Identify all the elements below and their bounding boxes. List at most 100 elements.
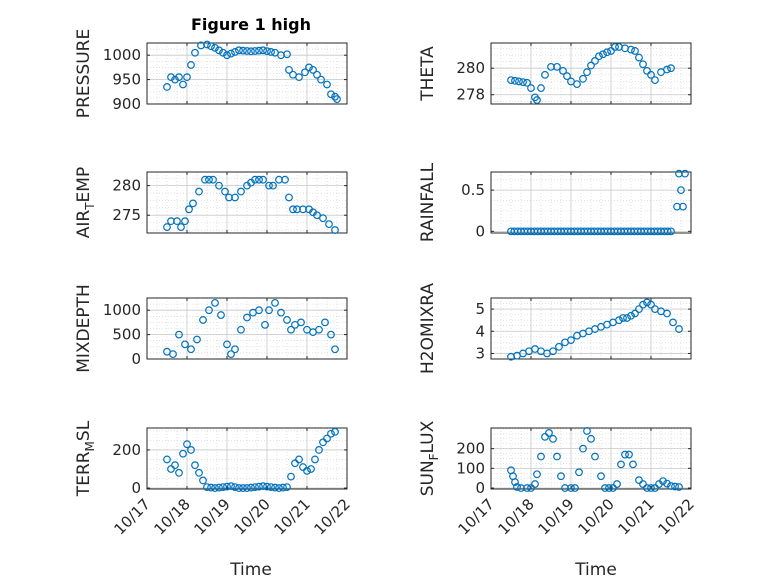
data-point bbox=[175, 468, 183, 477]
data-point bbox=[171, 461, 179, 470]
data-point bbox=[315, 446, 323, 454]
data-point bbox=[237, 325, 245, 334]
subplot-6: 3 4 5 H2OMIXRA bbox=[418, 283, 692, 374]
data-point bbox=[667, 482, 675, 490]
data-point bbox=[251, 483, 259, 491]
y-tick-label: 0 bbox=[131, 479, 141, 497]
data-point bbox=[211, 43, 219, 52]
data-point bbox=[203, 40, 211, 49]
data-point bbox=[179, 449, 187, 458]
data-point bbox=[513, 483, 521, 491]
data-point bbox=[193, 335, 201, 344]
data-point bbox=[663, 479, 671, 488]
data-point bbox=[571, 484, 579, 492]
y-tick-label: 0 bbox=[475, 479, 485, 497]
data-point bbox=[181, 340, 189, 349]
y-tick-label: 950 bbox=[112, 71, 141, 89]
data-point bbox=[659, 477, 667, 486]
data-point bbox=[235, 484, 243, 492]
axes-box bbox=[146, 427, 348, 490]
data-point bbox=[261, 320, 269, 329]
data-point bbox=[527, 84, 535, 92]
data-point bbox=[281, 175, 289, 184]
subplot-7: 0 200 TERRMSL 10/1710/1810/1910/2010/2110/2… bbox=[74, 420, 354, 538]
data-point bbox=[211, 298, 219, 307]
data-point bbox=[679, 202, 687, 211]
data-point bbox=[315, 325, 323, 334]
data-point bbox=[639, 300, 647, 309]
data-point bbox=[603, 48, 611, 57]
data-point bbox=[327, 429, 335, 438]
subplot-1: 900 950 1000 PRESSURE bbox=[74, 29, 348, 118]
data-point bbox=[183, 440, 191, 449]
data-point bbox=[227, 49, 235, 58]
data-point bbox=[173, 217, 181, 226]
data-point bbox=[681, 169, 689, 178]
data-point bbox=[285, 193, 293, 202]
data-point bbox=[587, 61, 595, 70]
data-point bbox=[163, 83, 171, 91]
data-point bbox=[203, 483, 211, 491]
data-point bbox=[255, 46, 263, 55]
data-point bbox=[677, 186, 685, 195]
data-point bbox=[295, 73, 303, 82]
data-point bbox=[319, 214, 327, 223]
axes-box bbox=[146, 171, 348, 234]
data-point bbox=[231, 483, 239, 491]
data-point bbox=[191, 461, 199, 470]
data-point bbox=[269, 181, 277, 190]
data-point bbox=[555, 342, 563, 351]
x-tick-label: 10/20 bbox=[575, 495, 618, 538]
data-point bbox=[541, 70, 549, 79]
data-point bbox=[195, 468, 203, 477]
data-point bbox=[533, 96, 541, 104]
x-tick-label: 10/17 bbox=[455, 495, 498, 538]
data-point bbox=[225, 193, 233, 202]
data-point bbox=[667, 64, 675, 73]
data-point bbox=[275, 484, 283, 492]
y-axis-label-main: AIR bbox=[74, 210, 94, 239]
y-tick-label: 200 bbox=[456, 440, 485, 458]
data-point bbox=[215, 181, 223, 190]
y-tick-label: 1000 bbox=[103, 301, 141, 319]
figure-title: Figure 1 high bbox=[191, 15, 311, 34]
data-point bbox=[219, 48, 227, 57]
data-point bbox=[289, 205, 297, 214]
data-point bbox=[205, 306, 213, 315]
data-point bbox=[625, 450, 633, 459]
y-tick-label: 0 bbox=[131, 350, 141, 368]
data-point bbox=[277, 308, 285, 317]
data-point bbox=[215, 483, 223, 492]
data-point bbox=[263, 47, 271, 56]
data-point bbox=[185, 205, 193, 214]
data-point bbox=[285, 65, 293, 74]
axes-box bbox=[490, 297, 692, 360]
y-axis-label-main: SUN bbox=[418, 460, 438, 496]
data-point bbox=[507, 76, 515, 85]
data-point bbox=[631, 309, 639, 318]
data-point bbox=[617, 460, 625, 469]
data-point bbox=[533, 470, 541, 479]
data-point bbox=[611, 43, 619, 51]
data-point bbox=[259, 482, 267, 491]
data-point bbox=[177, 223, 185, 231]
data-point bbox=[523, 78, 531, 87]
data-point bbox=[227, 350, 235, 359]
axes-box bbox=[490, 427, 692, 490]
data-point bbox=[331, 92, 339, 101]
x-tick-label: 10/20 bbox=[231, 495, 274, 538]
data-point bbox=[519, 78, 527, 87]
x-tick-label: 10/17 bbox=[111, 495, 154, 538]
data-point bbox=[239, 484, 247, 492]
data-point bbox=[227, 482, 235, 491]
data-point bbox=[599, 50, 607, 59]
data-point bbox=[207, 42, 215, 51]
y-axis-label-main: MIXDEPTH bbox=[74, 284, 94, 373]
data-point bbox=[321, 318, 329, 327]
data-point bbox=[323, 80, 331, 89]
data-point bbox=[243, 484, 251, 492]
data-point bbox=[627, 45, 635, 54]
data-point bbox=[613, 480, 621, 488]
data-point bbox=[327, 330, 335, 339]
